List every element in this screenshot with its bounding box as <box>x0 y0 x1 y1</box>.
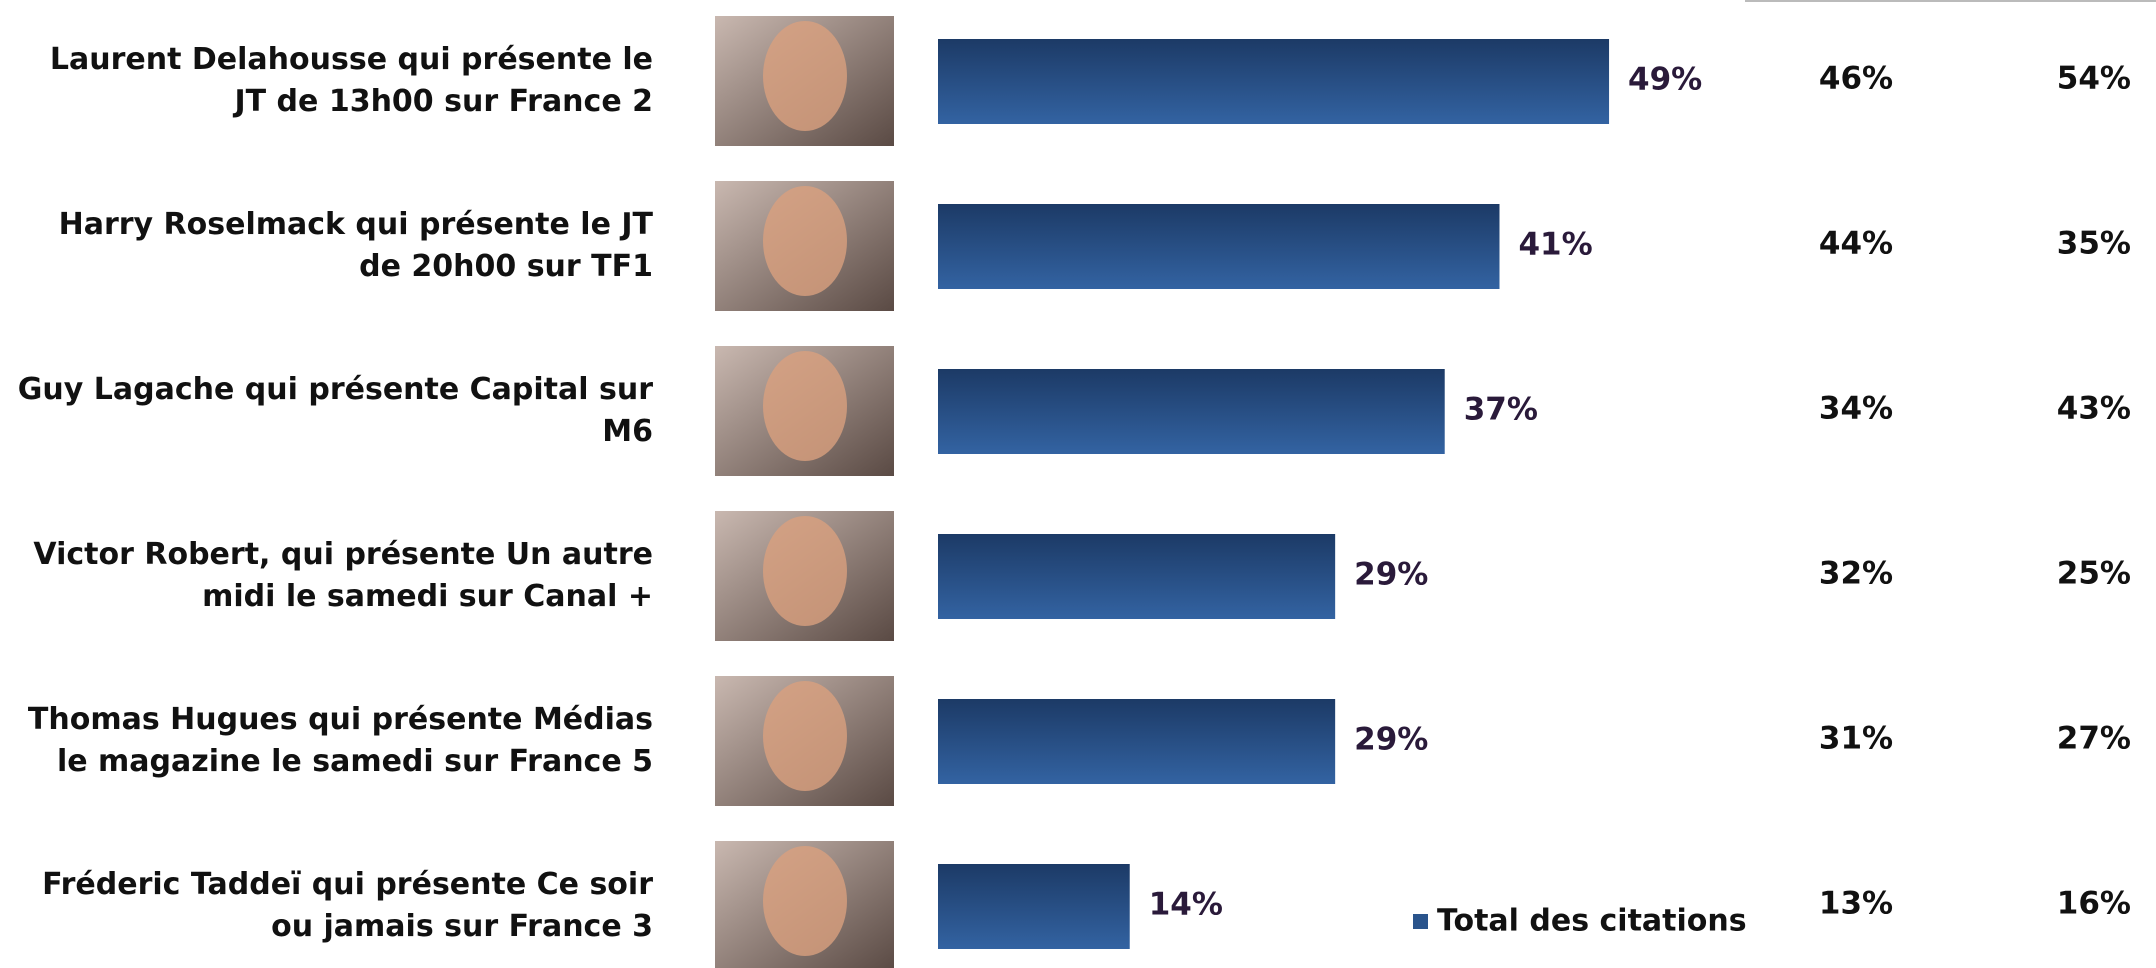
column-value: 46% <box>1819 61 1893 97</box>
value-label: 49% <box>1628 62 1702 98</box>
column-value: 31% <box>1819 721 1893 757</box>
value-label: 41% <box>1518 227 1592 263</box>
value-label: 29% <box>1354 557 1428 593</box>
category-label: Guy Lagache qui présente Capital sur M6 <box>17 372 653 449</box>
column-value: 25% <box>2057 556 2131 592</box>
value-label: 37% <box>1464 392 1538 428</box>
legend-label: Total des citations <box>1437 904 1747 939</box>
bar <box>938 864 1130 949</box>
bar <box>938 534 1336 619</box>
category-label: Fréderic Taddeï qui présente Ce soir ou … <box>42 867 653 944</box>
value-label: 14% <box>1149 887 1223 923</box>
photo-face <box>763 351 847 461</box>
category-label: Thomas Hugues qui présente Médias le mag… <box>27 702 653 779</box>
column-value: 44% <box>1819 226 1893 262</box>
value-label: 29% <box>1354 722 1428 758</box>
category-label: Harry Roselmack qui présente le JT de 20… <box>58 207 653 284</box>
photo-face <box>763 186 847 296</box>
photo-face <box>763 681 847 791</box>
category-label: Victor Robert, qui présente Un autre mid… <box>33 537 653 614</box>
bar <box>938 204 1500 289</box>
photo-face <box>763 846 847 956</box>
legend-swatch <box>1413 914 1428 929</box>
column-value: 16% <box>2057 886 2131 922</box>
bar <box>938 369 1445 454</box>
column-value: 54% <box>2057 61 2131 97</box>
column-value: 35% <box>2057 226 2131 262</box>
bar <box>938 699 1336 784</box>
category-label: Laurent Delahousse qui présente le JT de… <box>49 42 653 119</box>
column-value: 34% <box>1819 391 1893 427</box>
bar <box>938 39 1610 124</box>
column-value: 32% <box>1819 556 1893 592</box>
column-value: 27% <box>2057 721 2131 757</box>
photo-face <box>763 516 847 626</box>
photo-face <box>763 21 847 131</box>
column-value: 43% <box>2057 391 2131 427</box>
column-value: 13% <box>1819 886 1893 922</box>
